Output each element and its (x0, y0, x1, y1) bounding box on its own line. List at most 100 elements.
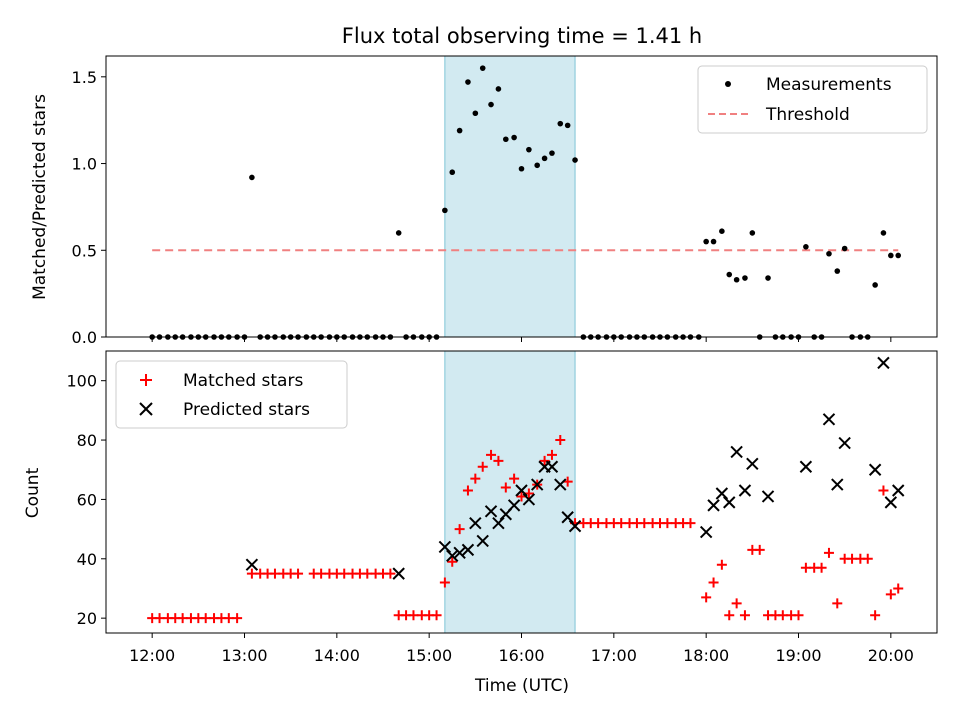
panel-top: 0.0 0.5 1.0 1.5 Matched/Predicted stars Mea… (30, 55, 938, 347)
predicted-star-point (492, 516, 505, 530)
panel-bottom: 20 40 60 80 100 12:00 13:00 14:00 15:00 16:00 17:… (23, 350, 938, 696)
measurement-point (503, 136, 509, 143)
matched-star-point (470, 473, 481, 484)
matched-star-point (708, 577, 719, 588)
measurement-point (888, 252, 894, 259)
legend-predicted-label: Predicted stars (183, 400, 310, 420)
measurement-point (395, 230, 402, 236)
predicted-star-point (245, 558, 259, 571)
measurement-point (841, 245, 848, 252)
predicted-star-point (561, 511, 574, 524)
chart-title: Flux total observing time = 1.41 h (342, 24, 702, 48)
predicted-star-point (746, 457, 759, 471)
matched-star-point (293, 568, 304, 579)
measurement-points (149, 65, 902, 340)
bottom-y-tick-label: 60 (77, 490, 97, 509)
x-tick-label: 14:00 (314, 646, 360, 665)
legend-measurements-marker (725, 81, 731, 87)
predicted-star-point (530, 478, 544, 491)
legend-measurements-label: Measurements (766, 75, 892, 95)
legend-matched-label: Matched stars (183, 371, 303, 391)
predicted-star-point (568, 519, 582, 533)
matched-star-point (685, 518, 696, 529)
measurement-point (749, 230, 756, 236)
predicted-star-point (730, 445, 743, 459)
matched-star-point (716, 559, 727, 570)
measurement-point (534, 162, 540, 169)
predicted-star-point (515, 484, 528, 497)
top-y-tick-label: 0.5 (72, 241, 97, 260)
x-tick-label: 17:00 (591, 646, 637, 665)
measurement-point (495, 86, 502, 92)
matched-star-point (885, 589, 896, 600)
matched-star-point (431, 610, 442, 621)
matched-star-point (893, 583, 904, 594)
x-tick-label: 19:00 (775, 646, 821, 665)
predicted-star-point (723, 496, 736, 509)
matched-star-point (555, 435, 566, 446)
matched-star-point (500, 482, 511, 493)
top-x-ticks (151, 337, 892, 342)
matched-star-point (862, 553, 873, 564)
bottom-y-tick-label: 20 (77, 609, 97, 628)
predicted-star-point (799, 460, 813, 473)
predicted-star-point (554, 478, 567, 491)
measurement-point (572, 157, 578, 163)
measurement-point (456, 127, 463, 134)
predicted-star-point (738, 484, 752, 497)
bottom-y-axis: 20 40 60 80 100 (66, 372, 106, 628)
measurement-point (895, 252, 902, 259)
predicted-star-points (245, 356, 905, 580)
measurement-point (834, 268, 841, 274)
bottom-y-tick-label: 80 (77, 431, 97, 450)
top-y-axis: 0.0 0.5 1.0 1.5 (72, 68, 106, 347)
measurement-point (726, 271, 733, 278)
predicted-star-point (838, 436, 851, 450)
matched-star-point (724, 610, 735, 621)
measurement-point (742, 275, 748, 281)
measurement-point (549, 150, 555, 156)
top-legend: Measurements Threshold (697, 65, 928, 134)
measurement-point (479, 65, 486, 71)
measurement-point (564, 122, 571, 129)
predicted-star-point (469, 516, 482, 530)
measurement-point (465, 79, 471, 85)
measurement-point (719, 228, 725, 234)
measurement-point (710, 238, 717, 245)
measurement-point (733, 276, 740, 283)
matched-star-point (754, 544, 765, 555)
predicted-star-point (484, 505, 498, 518)
matched-star-point (701, 592, 712, 603)
bottom-y-tick-label: 100 (66, 372, 97, 391)
measurement-point (872, 282, 878, 288)
top-y-axis-label: Matched/Predicted stars (30, 94, 50, 300)
bottom-x-axis: 12:00 13:00 14:00 15:00 16:00 17:00 18:00 19:00… (129, 633, 914, 665)
matched-star-point (539, 455, 550, 466)
bottom-legend: Matched stars Predicted stars (115, 360, 348, 429)
x-tick-label: 12:00 (129, 646, 175, 665)
predicted-star-point (892, 484, 905, 497)
bottom-y-axis-label: Count (23, 467, 43, 518)
bottom-y-tick-label: 40 (77, 550, 97, 569)
predicted-star-point (831, 478, 844, 491)
top-shaded-band (444, 55, 576, 338)
top-y-tick-label: 0.0 (72, 328, 97, 347)
matched-star-point (232, 613, 243, 624)
predicted-star-point (761, 490, 775, 503)
measurement-point (518, 165, 525, 172)
predicted-star-point (453, 546, 466, 560)
top-y-tick-label: 1.0 (72, 155, 97, 174)
predicted-star-point (522, 493, 536, 506)
x-tick-label: 18:00 (683, 646, 729, 665)
measurement-point (803, 244, 809, 250)
measurement-point (472, 110, 479, 117)
x-tick-label: 20:00 (868, 646, 914, 665)
matched-star-point (509, 473, 520, 484)
predicted-star-point (822, 413, 836, 426)
predicted-star-point (877, 356, 890, 370)
matched-star-point (462, 485, 473, 496)
measurement-point (703, 238, 709, 245)
matched-star-point (823, 547, 834, 558)
legend-matched-marker (140, 374, 152, 386)
